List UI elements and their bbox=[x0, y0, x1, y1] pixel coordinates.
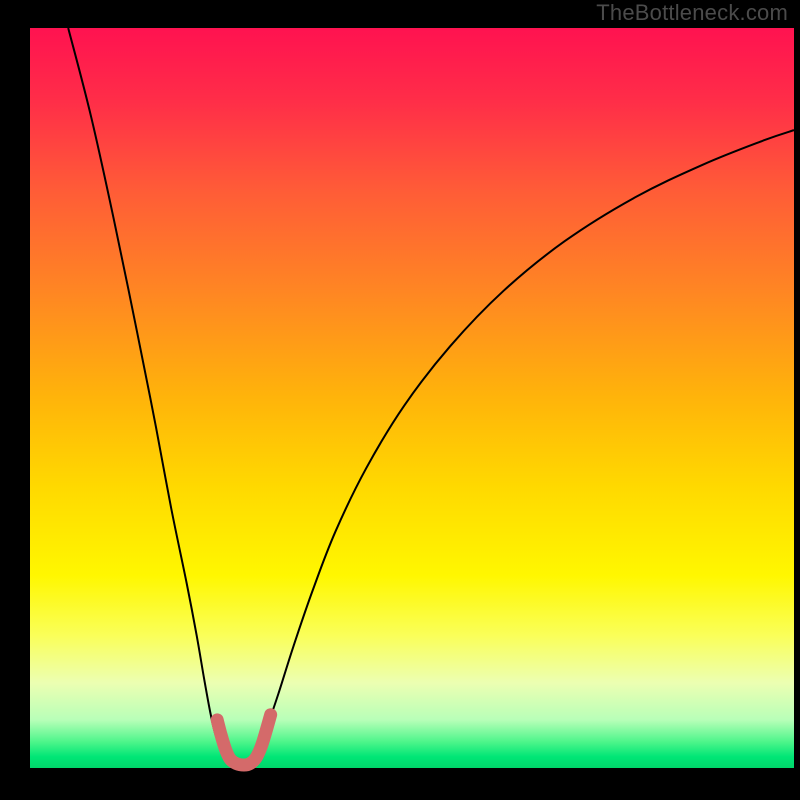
frame-left bbox=[0, 0, 30, 800]
chart-gradient-background bbox=[30, 28, 794, 768]
watermark-text: TheBottleneck.com bbox=[596, 0, 788, 26]
frame-right bbox=[794, 0, 800, 800]
frame-bottom bbox=[0, 768, 800, 800]
